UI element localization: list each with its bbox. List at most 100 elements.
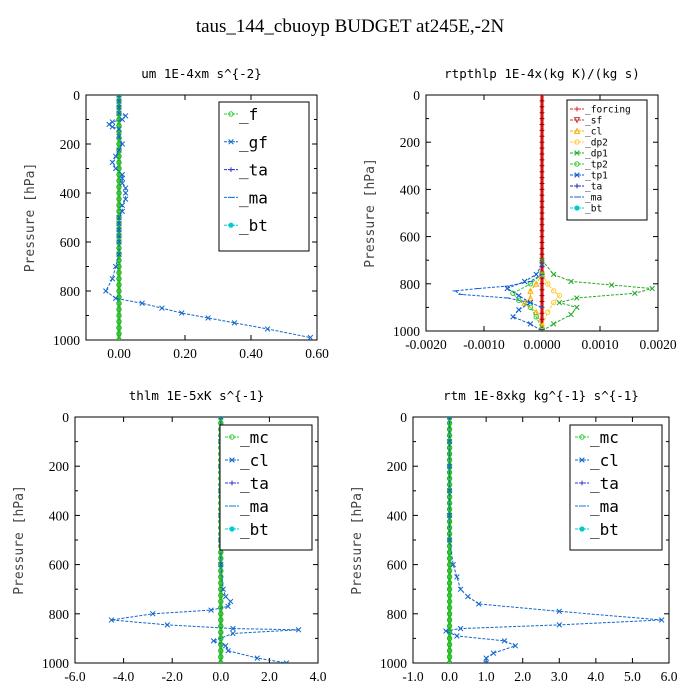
x-tick-label: -0.0020: [405, 337, 447, 352]
data-point_f: [116, 331, 122, 337]
panel-title: thlm 1E-5xK s^{-1}: [129, 388, 264, 403]
data-point_forcing: [539, 210, 545, 216]
data-point_f: [116, 190, 122, 196]
data-point_f: [116, 257, 122, 264]
data-point_dp2: [550, 299, 557, 306]
legend-marker: [229, 526, 235, 532]
series-line_tp2: [512, 273, 543, 329]
legend-marker: [574, 172, 580, 178]
legend-marker: [573, 117, 581, 124]
data-point_cl: [446, 438, 453, 445]
data-point_mc: [218, 568, 224, 574]
legend-marker: [579, 434, 585, 440]
data-point_cl: [150, 611, 156, 617]
data-point_gf: [116, 233, 122, 239]
data-point_f: [116, 337, 122, 340]
data-point_gf: [112, 153, 119, 160]
legend-box: [566, 99, 648, 221]
data-point_dp1: [556, 299, 563, 306]
data-point_forcing: [539, 228, 545, 234]
data-point_gf: [112, 165, 119, 172]
data-point_mc: [446, 451, 453, 457]
y-tick-label: 800: [387, 607, 408, 622]
y-tick-label: 400: [400, 182, 421, 197]
data-point_gf: [264, 326, 271, 332]
legend-marker: [228, 222, 234, 228]
legend-marker: [574, 139, 580, 145]
x-tick-label: 0.0000: [523, 337, 560, 352]
data-point_gf: [119, 141, 126, 147]
y-tick-label: 0: [73, 88, 80, 103]
data-point_mc: [218, 648, 224, 654]
data-point_forcing: [539, 246, 545, 251]
data-point_f: [116, 233, 122, 239]
data-point_forcing: [539, 95, 545, 98]
data-point_gf: [106, 121, 112, 128]
legend-label: _bt: [585, 204, 602, 215]
data-point_cl: [443, 628, 449, 634]
legend-marker: [573, 127, 581, 134]
data-point_mc: [218, 574, 224, 580]
data-point_dp2: [550, 288, 557, 294]
y-tick-label: 1000: [380, 656, 407, 671]
data-point_mc: [446, 623, 453, 629]
data-point_mc: [446, 660, 453, 663]
data-point_cl: [283, 660, 290, 663]
data-point_forcing: [539, 163, 545, 169]
legend-marker: [229, 480, 235, 486]
data-point_dp1: [550, 321, 557, 327]
data-point_cl: [454, 633, 460, 639]
y-tick-label: 400: [60, 186, 81, 201]
data-point_mc: [218, 611, 224, 617]
legend-box: [219, 424, 313, 551]
data-point_gf: [178, 310, 185, 316]
data-point_mc: [218, 598, 224, 605]
legend: _mc _cl _ta _ma _bt: [219, 424, 313, 551]
data-point_cl: [501, 638, 508, 644]
panel-title: rtpthlp 1E-4x(kg K)/(kg s): [444, 66, 640, 81]
data-point_gf: [122, 185, 129, 191]
series-line_tp1: [506, 264, 543, 331]
y-tick-label: 200: [387, 459, 408, 474]
x-tick-label: -0.0010: [463, 337, 505, 352]
data-point_forcing: [539, 181, 545, 186]
data-point_dp1: [568, 278, 574, 285]
legend-marker: [229, 434, 235, 440]
data-point_mc: [446, 568, 453, 574]
legend-marker: [229, 457, 235, 463]
data-point_f: [116, 196, 122, 202]
data-point_cl: [295, 627, 302, 633]
legend-label: _tp1: [585, 171, 608, 182]
data-point_forcing: [539, 122, 545, 127]
data-point_cl: [490, 650, 497, 656]
panel-2: rtpthlp 1E-4x(kg K)/(kg s) Pressure [hPa]…: [363, 66, 677, 352]
data-point_forcing: [539, 240, 545, 245]
data-point_gf: [109, 159, 116, 166]
data-point_dp1: [568, 311, 574, 318]
data-point_f: [116, 165, 122, 172]
legend-label: _ta: [585, 182, 602, 193]
legend-marker: [228, 167, 234, 172]
data-point_mc: [446, 543, 453, 549]
data-point_cl: [521, 299, 528, 306]
legend-label: _bt: [240, 520, 269, 539]
data-point_f: [116, 153, 122, 159]
data-point_tp2: [527, 304, 534, 311]
data-point_mc: [446, 611, 453, 617]
x-tick-label: 3.0: [551, 669, 568, 684]
y-tick-label: 0: [400, 410, 407, 425]
data-point_forcing: [539, 198, 545, 204]
data-point_dp2: [545, 281, 551, 287]
data-point_f: [116, 276, 122, 282]
data-point_f: [116, 263, 122, 270]
data-point_forcing: [539, 299, 545, 304]
legend-label: _bt: [239, 216, 268, 235]
data-point_tp1: [504, 285, 510, 292]
data-point_cl: [556, 608, 563, 615]
data-point_gf: [307, 334, 314, 340]
data-point_mc: [446, 604, 453, 611]
data-point_mc: [446, 518, 453, 525]
data-point_mc: [446, 561, 453, 568]
data-point_gf: [119, 175, 126, 182]
data-point_cl: [483, 660, 489, 663]
